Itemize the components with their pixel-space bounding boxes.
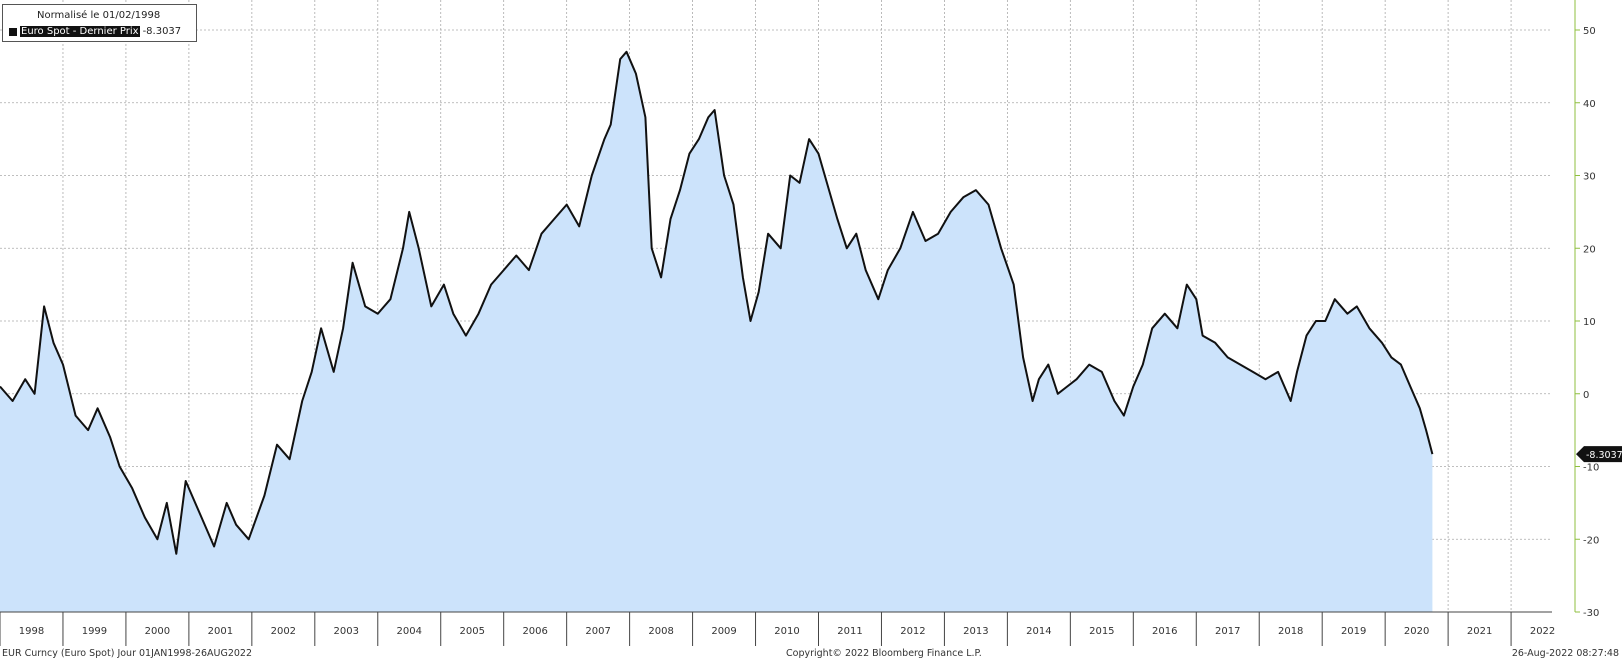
x-tick-label: 2019 [1341,626,1366,637]
footer-ticker: EUR Curncy (Euro Spot) Jour 01JAN1998-26… [2,648,253,659]
x-tick-label: 2013 [963,626,988,637]
x-tick-label: 2002 [271,626,296,637]
x-tick-label: 1998 [19,626,44,637]
series-line [0,50,1434,555]
legend-entry: Euro Spot - Dernier Prix -8.3037 [9,26,181,37]
y-tick-label: 30 [1583,172,1596,183]
x-tick-label: 2007 [585,626,610,637]
x-tick-label: 2015 [1089,626,1114,637]
footer-copyright: Copyright© 2022 Bloomberg Finance L.P. [786,648,982,659]
x-tick-label: 2012 [900,626,925,637]
last-value-marker [1576,446,1622,463]
legend-title: Normalisé le 01/02/1998 [37,10,161,21]
x-tick-label: 2022 [1530,626,1555,637]
series-area [0,51,1433,613]
y-tick-label: -10 [1583,463,1599,474]
x-tick-label: 2008 [648,626,673,637]
x-tick-label: 2004 [397,626,422,637]
x-tick-label: 2003 [334,626,359,637]
x-tick-label: 2001 [208,626,233,637]
x-tick-label: 2018 [1278,626,1303,637]
legend-series-name: Euro Spot - Dernier Prix [20,26,140,37]
x-tick-label: 2017 [1215,626,1240,637]
x-tick-label: 2016 [1152,626,1177,637]
y-tick-label: -20 [1583,535,1599,546]
x-tick-label: 1999 [82,626,107,637]
x-tick-label: 2020 [1404,626,1429,637]
x-tick-label: 2011 [837,626,862,637]
y-tick-label: 10 [1583,317,1596,328]
x-tick-label: 2010 [774,626,799,637]
x-tick-label: 2005 [459,626,484,637]
y-tick-label: 20 [1583,244,1596,255]
x-tick-label: 2021 [1467,626,1492,637]
legend-swatch [9,27,17,36]
legend: Normalisé le 01/02/1998 Euro Spot - Dern… [2,4,197,42]
x-tick-label: 2014 [1026,626,1051,637]
y-tick-label: 0 [1583,390,1589,401]
last-value-label: -8.3037 [1586,450,1623,461]
x-tick-label: 2000 [145,626,170,637]
footer-timestamp: 26-Aug-2022 08:27:48 [1511,648,1619,659]
x-tick-label: 2009 [711,626,736,637]
y-tick-label: 50 [1583,26,1596,37]
y-tick-label: -30 [1583,608,1599,619]
legend-series-value: -8.3037 [142,26,182,37]
x-tick-label: 2006 [522,626,547,637]
y-tick-label: 40 [1583,99,1596,110]
